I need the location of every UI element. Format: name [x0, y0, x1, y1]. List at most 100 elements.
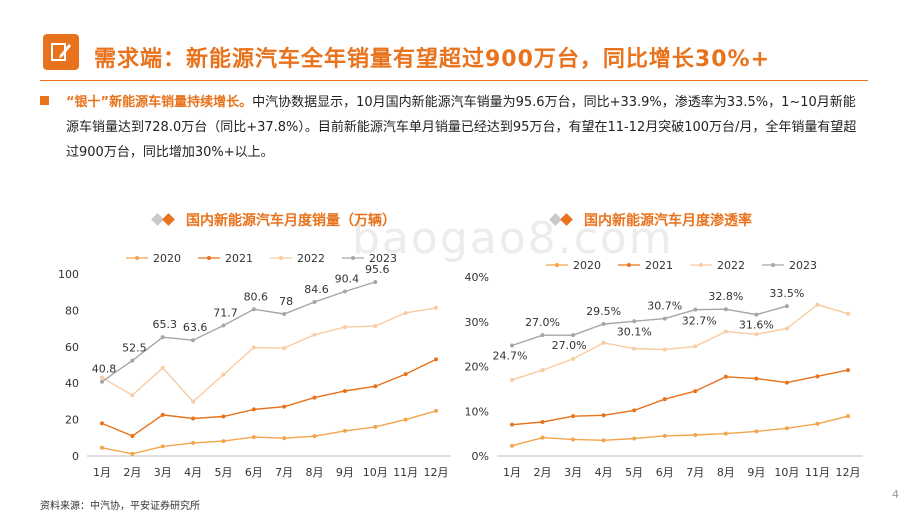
data-label: 32.7%: [682, 315, 717, 328]
x-tick-label: 4月: [595, 466, 613, 479]
x-tick-label: 6月: [656, 466, 674, 479]
data-point-2023: [601, 321, 606, 326]
series-line-2021: [101, 358, 437, 437]
x-tick-label: 8月: [717, 466, 735, 479]
data-point-2020: [693, 432, 698, 437]
data-point-2021: [160, 412, 165, 417]
series-line-2023: [511, 305, 788, 347]
data-point-2021: [693, 389, 698, 394]
chart2-title: 国内新能源汽车月度渗透率: [584, 213, 752, 229]
y-tick-label: 40: [65, 377, 79, 390]
data-point-2023: [632, 319, 637, 324]
data-label: 71.7: [213, 307, 238, 320]
page-number: 4: [892, 488, 899, 501]
data-point-2020: [815, 421, 820, 426]
data-point-2022: [571, 356, 576, 361]
data-point-2021: [251, 407, 256, 412]
data-point-2020: [403, 417, 408, 422]
data-point-2021: [342, 389, 347, 394]
data-point-2022: [160, 365, 165, 370]
title-bar: 需求端：新能源汽车全年销量有望超过900万台，同比增长30%+: [0, 0, 920, 80]
x-tick-label: 3月: [564, 466, 582, 479]
chart2-title-group: 国内新能源汽车月度渗透率: [549, 210, 752, 230]
data-point-2022: [403, 310, 408, 315]
x-tick-label: 12月: [424, 466, 449, 479]
data-point-2021: [571, 414, 576, 419]
data-label: 95.6: [365, 263, 390, 276]
legend-label-2021: 2021: [645, 259, 673, 272]
data-point-2022: [540, 368, 545, 373]
x-tick-label: 11月: [805, 466, 830, 479]
data-point-2023: [723, 307, 728, 312]
data-point-2021: [403, 372, 408, 377]
source-note: 资料来源：中汽协，平安证券研究所: [40, 501, 200, 512]
y-tick-label: 20%: [465, 361, 489, 374]
data-point-2022: [130, 393, 135, 398]
edit-icon: [43, 34, 79, 70]
data-label: 27.0%: [552, 339, 587, 352]
legend-label-2023: 2023: [789, 259, 817, 272]
diamond-icon: [151, 213, 181, 227]
summary-highlight: “银十”新能源车销量持续增长。: [66, 95, 253, 110]
data-point-2022: [723, 329, 728, 334]
chart-monthly-penetration: 0% 10% 20% 30% 40% 1月 2月 3月 4月 5月 6月 7月 8月 9月 10月 11月 12…: [465, 259, 863, 479]
series-line-2022: [101, 307, 437, 403]
data-point-2021: [373, 384, 378, 389]
data-point-2020: [510, 443, 514, 448]
data-point-2021: [100, 421, 104, 426]
series-line-2021: [511, 369, 849, 426]
legend-label-2020: 2020: [573, 259, 601, 272]
data-point-2023: [312, 300, 317, 305]
data-point-2022: [662, 347, 667, 352]
x-tick-label: 5月: [214, 466, 232, 479]
data-point-2020: [784, 426, 789, 431]
x-tick-label: 9月: [336, 466, 354, 479]
data-point-2020: [312, 434, 317, 439]
data-point-2020: [160, 444, 165, 449]
data-point-2023: [510, 343, 514, 348]
x-tick-label: 10月: [363, 466, 388, 479]
data-point-2020: [282, 436, 287, 441]
x-tick-label: 1月: [503, 466, 521, 479]
x-tick-label: 9月: [747, 466, 765, 479]
x-tick-label: 5月: [625, 466, 643, 479]
data-point-2021: [846, 368, 850, 373]
data-point-2021: [601, 413, 606, 418]
data-point-2021: [434, 357, 438, 362]
data-point-2020: [434, 408, 438, 413]
data-label: 24.7%: [493, 349, 528, 362]
data-label: 52.5: [122, 341, 147, 354]
legend-marker-2021: [627, 263, 631, 267]
y-tick-label: 60: [65, 341, 79, 354]
data-point-2021: [191, 416, 196, 421]
y-tick-label: 10%: [465, 405, 489, 418]
data-point-2023: [571, 333, 576, 338]
x-tick-label: 7月: [686, 466, 704, 479]
data-label: 29.5%: [586, 305, 621, 318]
data-point-2020: [100, 445, 104, 450]
data-point-2023: [693, 307, 698, 312]
data-point-2020: [632, 436, 637, 441]
data-point-2022: [434, 305, 438, 310]
legend-label-2021: 2021: [225, 252, 253, 265]
data-point-2020: [601, 438, 606, 443]
y-tick-label: 30%: [465, 316, 489, 329]
series-line-2020: [511, 415, 849, 447]
data-point-2020: [846, 414, 850, 419]
data-point-2022: [221, 372, 226, 377]
data-point-2022: [693, 344, 698, 349]
legend-label-2022: 2022: [717, 259, 745, 272]
data-point-2020: [754, 429, 759, 434]
data-label: 90.4: [335, 272, 360, 285]
diamond-icon: [549, 213, 579, 227]
data-point-2020: [571, 437, 576, 442]
data-label: 40.8: [92, 363, 117, 376]
x-tick-label: 7月: [275, 466, 293, 479]
data-label: 80.6: [244, 290, 269, 303]
data-point-2021: [312, 395, 317, 400]
data-point-2023: [342, 289, 347, 294]
page-title: 需求端：新能源汽车全年销量有望超过900万台，同比增长30%+: [94, 47, 771, 72]
data-point-2023: [784, 304, 789, 309]
legend-label-2020: 2020: [153, 252, 181, 265]
y-tick-label: 100: [58, 268, 79, 281]
